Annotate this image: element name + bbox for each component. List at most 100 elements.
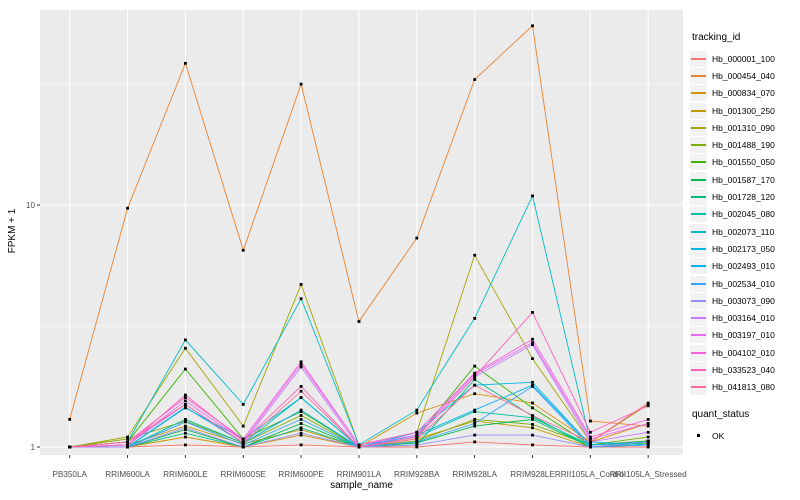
legend-item-label: Hb_000001_100 (712, 53, 775, 64)
x-tick-label: RRIM928LA (452, 470, 497, 479)
data-point (473, 371, 477, 375)
data-point (531, 24, 534, 28)
legend-item-label: Hb_002534_010 (712, 278, 775, 289)
data-point (473, 317, 477, 320)
legend-key-swatch (690, 119, 707, 136)
data-point (415, 437, 419, 441)
legend-item-Hb_004102_010: Hb_004102_010 (690, 344, 798, 361)
data-point (415, 433, 419, 437)
legend-line-sample (691, 213, 706, 216)
legend-item-label: Hb_001300_250 (712, 105, 775, 116)
x-tick-label: RRIM901LA (337, 470, 382, 479)
legend-key-swatch (690, 102, 707, 119)
data-point (126, 435, 129, 439)
legend-item-Hb_002045_080: Hb_002045_080 (690, 206, 798, 223)
data-point (415, 408, 419, 412)
x-tick-label: RRIM600SE (220, 470, 266, 479)
data-point (68, 445, 72, 449)
panel-background (40, 10, 683, 455)
legend-line-sample (691, 144, 706, 147)
x-tick-label: RRII105LA_Control (555, 470, 626, 479)
legend-key-swatch (690, 206, 707, 223)
legend-line-sample (691, 247, 706, 250)
data-point (589, 435, 592, 439)
legend-item-label: Hb_001728_120 (712, 192, 775, 203)
legend-item-label: Hb_001550_050 (712, 157, 775, 168)
legend-line-sample (691, 92, 706, 95)
data-point (646, 401, 650, 405)
data-point (589, 440, 592, 444)
data-point (473, 433, 477, 437)
legend-key-swatch (690, 67, 707, 84)
data-point (531, 357, 534, 360)
legend-item-Hb_001488_190: Hb_001488_190 (690, 136, 798, 154)
quant-legend-label: OK (712, 430, 725, 441)
legend-key-swatch (690, 223, 707, 240)
legend-item-Hb_002073_110: Hb_002073_110 (690, 223, 798, 240)
data-point (184, 396, 187, 399)
data-point (241, 443, 245, 447)
data-point (299, 414, 303, 417)
legend-item-Hb_003197_010: Hb_003197_010 (690, 327, 798, 344)
data-point (184, 424, 187, 428)
data-point (589, 443, 592, 447)
legend-item-Hb_003164_010: Hb_003164_010 (690, 309, 798, 327)
data-point (241, 441, 245, 445)
legend-item-label: Hb_041813_080 (712, 382, 775, 393)
data-point (589, 437, 592, 441)
data-point (531, 194, 534, 198)
data-point (473, 253, 477, 257)
data-point (473, 364, 477, 368)
legend-item-Hb_000001_100: Hb_000001_100 (690, 50, 798, 67)
data-point (184, 403, 187, 406)
x-tick-label: RRIM928LE (510, 470, 555, 479)
data-point (184, 393, 187, 397)
legend-line-sample (691, 282, 706, 285)
data-point (184, 428, 187, 431)
legend-item-label: Hb_003164_010 (712, 313, 775, 324)
data-point (357, 443, 361, 447)
data-point (184, 431, 187, 435)
data-point (646, 440, 650, 444)
data-point (646, 418, 650, 421)
legend-key-swatch (690, 310, 707, 327)
tracking-id-legend-items: Hb_000001_100 Hb_000454_040 Hb_000834_070 H… (690, 50, 798, 396)
legend-item-label: Hb_000454_040 (712, 70, 775, 81)
legend-item-label: Hb_033523_040 (712, 364, 775, 375)
legend-line-sample (691, 334, 706, 337)
legend-key-swatch (690, 240, 707, 257)
legend-key-swatch (690, 189, 707, 206)
data-point (589, 445, 592, 449)
y-tick-label: 1 (30, 443, 35, 452)
data-point (241, 403, 245, 406)
legend-item-Hb_003073_090: Hb_003073_090 (690, 292, 798, 309)
legend-key-swatch (690, 275, 707, 292)
data-point (473, 419, 477, 423)
x-axis-title: sample_name (330, 480, 393, 491)
x-tick-label: RRIM600LE (163, 470, 208, 479)
data-point (299, 385, 303, 388)
legend-item-Hb_002173_050: Hb_002173_050 (690, 240, 798, 257)
data-point (299, 389, 303, 393)
legend-key-swatch (690, 137, 707, 154)
data-point (184, 405, 187, 409)
data-point (299, 362, 303, 366)
y-axis-title: FPKM + 1 (7, 208, 18, 254)
square-point-icon (697, 434, 701, 438)
data-point (184, 420, 187, 424)
data-point (299, 297, 303, 301)
data-point (299, 408, 303, 412)
legend-item-Hb_001728_120: Hb_001728_120 (690, 188, 798, 206)
legend-item-Hb_002493_010: Hb_002493_010 (690, 258, 798, 275)
data-point (126, 445, 129, 449)
data-point (184, 418, 187, 421)
legend-key-swatch (690, 327, 707, 344)
legend-item-label: Hb_002073_110 (712, 226, 775, 237)
legend-item-label: Hb_004102_010 (712, 347, 775, 358)
x-tick-label: RRIM600PE (278, 470, 324, 479)
legend-line-sample (691, 161, 706, 164)
legend-title-quant-status: quant_status (692, 408, 750, 420)
legend-key-swatch (690, 154, 707, 171)
